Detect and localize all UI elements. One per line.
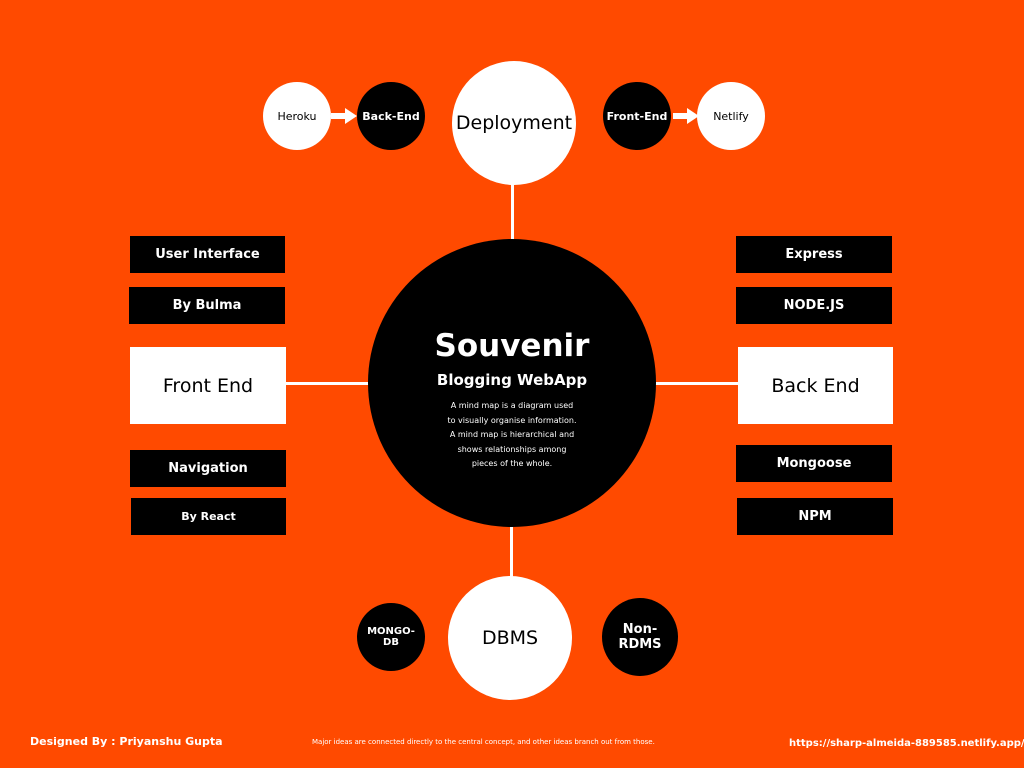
- by-react-box: By React: [131, 498, 286, 535]
- central-subtitle: Blogging WebApp: [436, 371, 588, 389]
- mongoose-box: Mongoose: [736, 445, 892, 482]
- back-end-label: Back End: [771, 374, 860, 397]
- navigation-label: Navigation: [168, 461, 248, 476]
- express-label: Express: [785, 247, 843, 262]
- navigation-box: Navigation: [130, 450, 286, 487]
- description-line: A mind map is hierarchical and: [449, 430, 575, 439]
- mongodb-label-line2: DB: [383, 637, 399, 648]
- central-description: A mind map is a diagram used to visually…: [447, 399, 576, 472]
- heroku-node: Heroku: [263, 82, 331, 150]
- designer-credit: Designed By : Priyanshu Gupta: [30, 735, 223, 748]
- deployment-label: Deployment: [455, 112, 573, 134]
- arrow-heroku-to-backend-icon: [331, 108, 357, 124]
- mongodb-label-line1: MONGO-: [367, 626, 415, 637]
- footer-url-link[interactable]: https://sharp-almeida-889585.netlify.app…: [789, 738, 1024, 749]
- by-react-label: By React: [181, 510, 236, 523]
- npm-box: NPM: [737, 498, 893, 535]
- deploy-back-end-node: Back-End: [357, 82, 425, 150]
- deploy-front-end-label: Front-End: [606, 109, 668, 123]
- by-bulma-box: By Bulma: [129, 287, 285, 324]
- description-line: to visually organise information.: [447, 415, 577, 425]
- express-box: Express: [736, 236, 892, 273]
- connector-back-end: [654, 382, 739, 385]
- nodejs-box: NODE.JS: [736, 287, 892, 324]
- nodejs-label: NODE.JS: [783, 298, 845, 313]
- footer-note: Major ideas are connected directly to th…: [312, 738, 655, 746]
- non-rdms-label: Non-RDMS: [618, 622, 662, 652]
- front-end-label: Front End: [162, 374, 254, 397]
- by-bulma-label: By Bulma: [172, 298, 242, 313]
- connector-dbms: [510, 526, 513, 580]
- deploy-back-end-label: Back-End: [362, 109, 420, 123]
- arrow-frontend-to-netlify-icon: [673, 108, 699, 124]
- heroku-label: Heroku: [277, 109, 317, 123]
- user-interface-label: User Interface: [155, 247, 260, 262]
- description-line: shows relationships among: [457, 444, 567, 454]
- user-interface-box: User Interface: [130, 236, 285, 273]
- netlify-label: Netlify: [713, 109, 749, 123]
- non-rdms-node: Non-RDMS: [602, 598, 678, 676]
- dbms-label: DBMS: [481, 627, 539, 649]
- deploy-front-end-node: Front-End: [603, 82, 671, 150]
- back-end-node: Back End: [738, 347, 893, 424]
- mongodb-node: MONGO- DB: [357, 603, 425, 671]
- connector-deployment: [511, 182, 514, 244]
- central-node: Souvenir Blogging WebApp A mind map is a…: [368, 239, 656, 527]
- dbms-node: DBMS: [448, 576, 572, 700]
- deployment-node: Deployment: [452, 61, 576, 185]
- npm-label: NPM: [798, 509, 832, 524]
- description-line: pieces of the whole.: [471, 459, 553, 468]
- connector-front-end: [285, 382, 370, 385]
- description-line: A mind map is a diagram used: [450, 401, 574, 410]
- front-end-node: Front End: [130, 347, 286, 424]
- central-title: Souvenir: [434, 328, 590, 364]
- mongoose-label: Mongoose: [776, 456, 852, 471]
- netlify-node: Netlify: [697, 82, 765, 150]
